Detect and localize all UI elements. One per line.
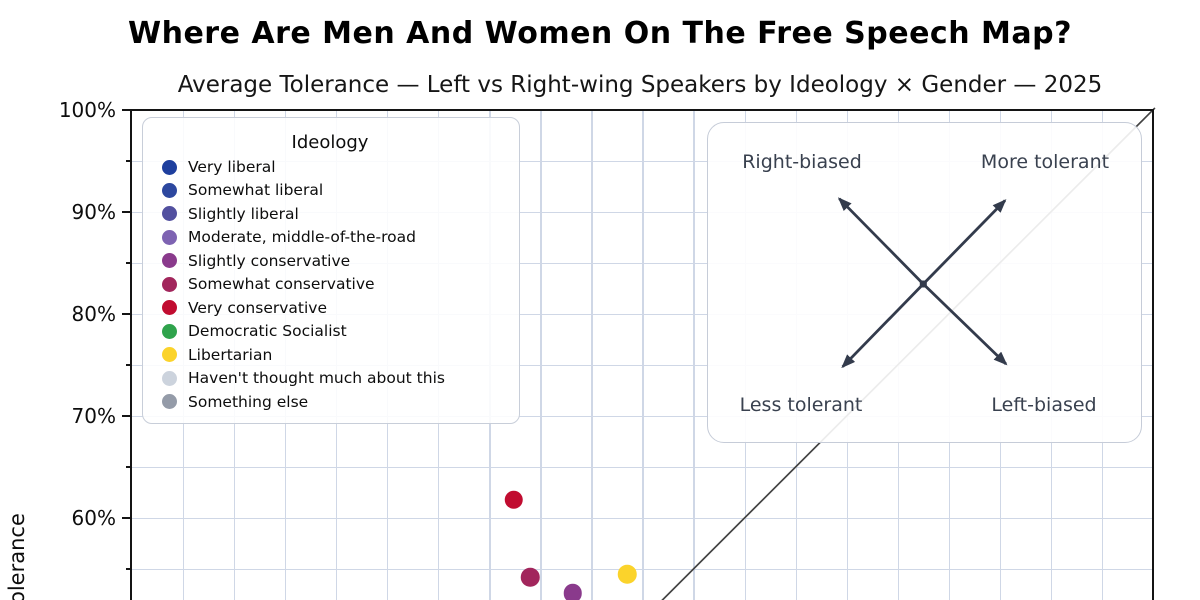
gridline-horizontal — [132, 467, 1152, 469]
gridline-vertical — [540, 111, 542, 600]
legend-item: Moderate, middle-of-the-road — [142, 226, 518, 249]
legend-item-label: Slightly liberal — [188, 204, 299, 223]
legend-marker-icon — [161, 323, 177, 339]
quadrant-label-right-biased: Right-biased — [742, 151, 862, 173]
data-point-libertarian — [617, 564, 637, 584]
gridline-horizontal — [132, 212, 1152, 214]
legend-marker-icon — [161, 159, 177, 175]
y-major-tick — [122, 517, 131, 519]
legend-marker-icon — [161, 370, 177, 386]
legend-item: Very liberal — [142, 156, 518, 179]
legend-item-label: Haven't thought much about this — [188, 369, 445, 388]
top-spine — [129, 109, 1154, 112]
y-tick-label: 80% — [71, 302, 116, 326]
y-major-tick — [122, 313, 131, 315]
y-tick-label: 90% — [71, 200, 116, 224]
legend-item-label: Democratic Socialist — [188, 322, 347, 341]
legend-item-label: Very conservative — [188, 298, 327, 317]
legend-item: Something else — [142, 390, 518, 413]
arrow-cross — [837, 197, 1008, 369]
left-spine — [129, 109, 132, 600]
gridline-horizontal — [132, 161, 1152, 163]
y-major-tick — [122, 211, 131, 213]
legend-box — [142, 117, 520, 424]
legend-item-label: Somewhat conservative — [188, 275, 375, 294]
legend-item: Slightly conservative — [142, 249, 518, 272]
right-spine — [1151, 109, 1154, 600]
chart-subtitle: Average Tolerance — Left vs Right-wing S… — [177, 72, 1103, 98]
gridline-horizontal — [132, 365, 1152, 367]
legend-item: Very conservative — [142, 296, 518, 319]
y-minor-tick — [126, 568, 131, 570]
data-point-very-conservative — [504, 490, 523, 509]
legend-item-label: Somewhat liberal — [188, 181, 324, 200]
legend-item-label: Slightly conservative — [188, 251, 351, 270]
legend-item: Somewhat conservative — [142, 273, 518, 296]
legend-item-label: Moderate, middle-of-the-road — [188, 228, 416, 247]
legend-item: Democratic Socialist — [142, 320, 518, 343]
legend-marker-icon — [161, 253, 177, 269]
y-axis-label: olerance — [5, 513, 29, 600]
legend-marker-icon — [161, 182, 177, 198]
legend-item-label: Something else — [188, 392, 309, 411]
y-tick-label: 60% — [71, 506, 116, 530]
gridline-horizontal — [132, 263, 1152, 265]
chart-title: Where Are Men And Women On The Free Spee… — [128, 16, 1072, 51]
quadrant-label-more-tolerant: More tolerant — [980, 151, 1110, 173]
y-minor-tick — [126, 160, 131, 162]
legend-item: Slightly liberal — [142, 202, 518, 225]
legend-marker-icon — [161, 300, 177, 316]
gridline-vertical — [591, 111, 593, 600]
y-major-tick — [122, 109, 131, 111]
legend-marker-icon — [161, 394, 177, 409]
data-point-slightly-conservative — [563, 584, 583, 600]
gridline-horizontal — [132, 314, 1152, 316]
legend-item: Haven't thought much about this — [142, 367, 518, 390]
gridline-vertical — [693, 111, 695, 600]
gridline-horizontal — [132, 416, 1152, 418]
gridline-vertical — [642, 111, 644, 600]
y-major-tick — [122, 415, 131, 417]
y-minor-tick — [126, 262, 131, 264]
legend-item-label: Very liberal — [188, 158, 276, 176]
legend-item: Somewhat liberal — [142, 179, 518, 202]
data-point-somewhat-conservative — [520, 567, 540, 587]
legend-item: Libertarian — [142, 343, 518, 366]
gridline-horizontal — [132, 569, 1152, 571]
legend-item-label: Libertarian — [188, 345, 273, 364]
legend-marker-icon — [161, 347, 177, 363]
gridline-horizontal — [132, 518, 1152, 520]
legend-marker-icon — [161, 276, 177, 292]
y-minor-tick — [126, 466, 131, 468]
quadrant-label-less-tolerant: Less tolerant — [739, 394, 863, 416]
legend-title: Ideology — [291, 132, 369, 153]
y-minor-tick — [126, 364, 131, 366]
y-tick-label: 100% — [58, 98, 116, 122]
legend-marker-icon — [161, 229, 177, 245]
legend-marker-icon — [161, 206, 177, 222]
quadrant-label-left-biased: Left-biased — [991, 394, 1097, 416]
y-tick-label: 70% — [71, 404, 116, 428]
